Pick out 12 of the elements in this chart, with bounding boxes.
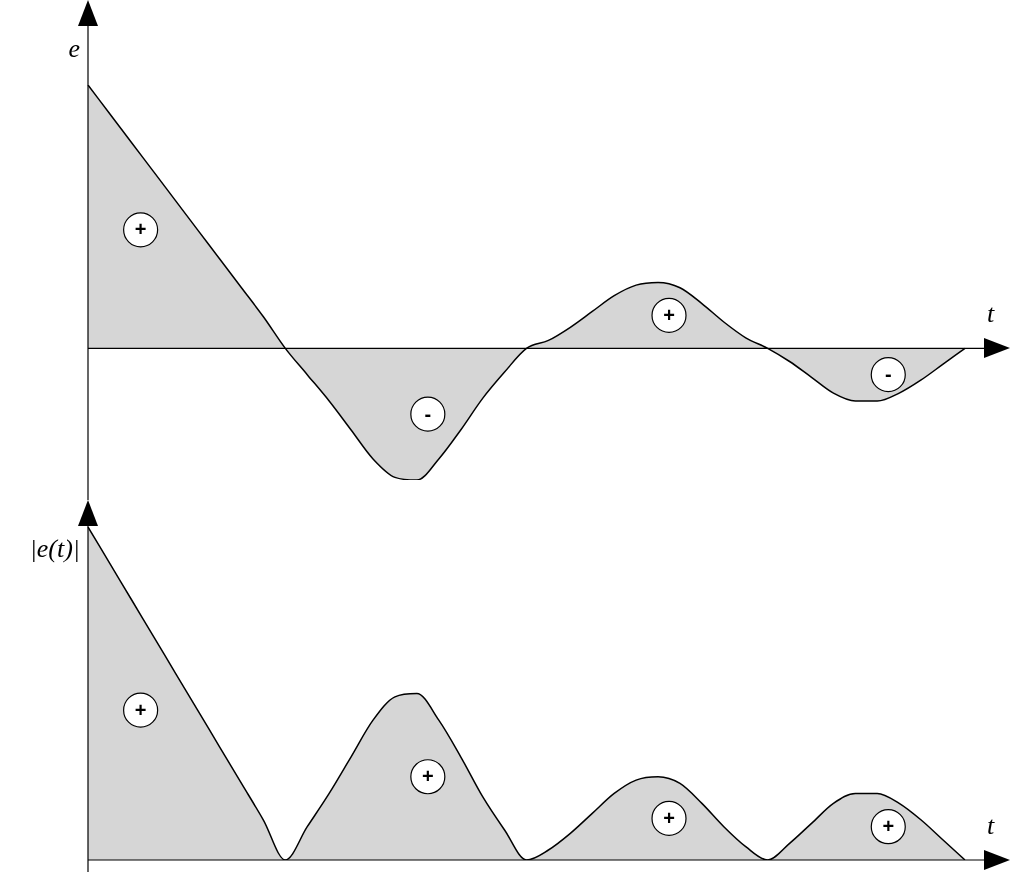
x-axis-title: t xyxy=(987,299,995,329)
annotation: + xyxy=(663,303,675,326)
y-axis-title: e xyxy=(68,33,80,63)
annotation: + xyxy=(421,765,434,788)
y-axis-title: |e(t)| xyxy=(29,533,80,563)
annotation: + xyxy=(134,698,147,721)
annotation: - xyxy=(884,363,892,386)
annotation: - xyxy=(424,402,432,425)
annotation: + xyxy=(134,218,147,241)
annotation: + xyxy=(663,806,675,829)
x-axis-title: t xyxy=(987,810,995,840)
annotation: + xyxy=(882,815,895,838)
